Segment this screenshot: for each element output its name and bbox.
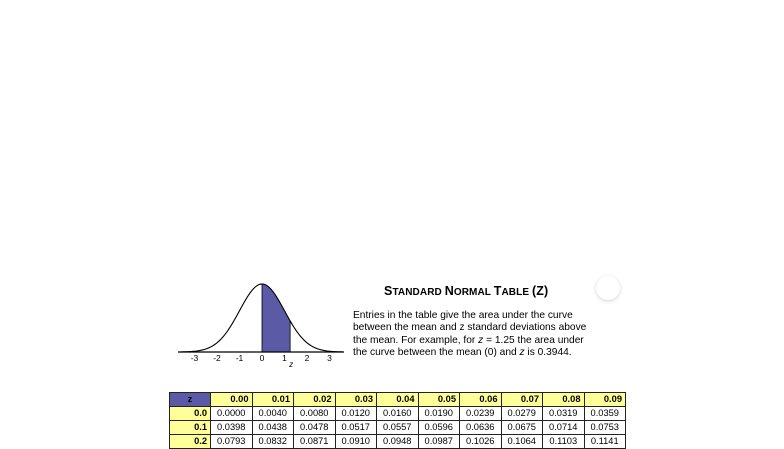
z-table-corner: z [169, 392, 211, 407]
z-table-row-header: 0.1 [169, 420, 211, 435]
z-table-cell: 0.1103 [542, 434, 585, 449]
z-table-column-header: 0.08 [542, 392, 585, 407]
normal-curve-svg: -3 -2 -1 0 1 2 3 z [178, 283, 344, 368]
z-marker-label: z [288, 360, 293, 368]
axis-tick-label: 3 [327, 353, 332, 363]
z-table-cell: 0.0832 [251, 434, 294, 449]
z-table-cell: 0.0910 [334, 434, 377, 449]
z-table-header-row: z 0.00 0.01 0.02 0.03 0.04 0.05 0.06 0.07 0.08 0.… [169, 392, 626, 407]
z-table-cell: 0.0517 [334, 420, 377, 435]
z-table-cell: 0.0557 [376, 420, 419, 435]
z-table-column-header: 0.02 [293, 392, 336, 407]
z-table-cell: 0.0948 [376, 434, 419, 449]
axis-tick-label: -1 [236, 353, 244, 363]
z-table-cell: 0.1026 [459, 434, 502, 449]
z-table-cell: 0.0793 [210, 434, 253, 449]
z-table-column-header: 0.03 [334, 392, 377, 407]
table-description: Entries in the table give the area under… [353, 310, 603, 359]
z-table-row: 0.2 0.0793 0.0832 0.0871 0.0910 0.0948 0.0987 0… [169, 434, 626, 449]
z-table-cell: 0.0987 [417, 434, 460, 449]
z-table-cell: 0.0438 [251, 420, 294, 435]
z-table-column-header: 0.00 [210, 392, 253, 407]
z-table-cell: 0.0000 [210, 406, 253, 421]
axis-tick-label: -3 [191, 353, 199, 363]
z-table-cell: 0.0279 [500, 406, 543, 421]
z-table-row: 0.1 0.0398 0.0438 0.0478 0.0517 0.0557 0.0596 0… [169, 420, 626, 435]
axis-tick-label: 2 [305, 353, 310, 363]
z-table-cell: 0.0040 [251, 406, 294, 421]
axis-tick-label: 1 [282, 353, 287, 363]
z-table-column-header: 0.09 [583, 392, 626, 407]
z-table-row-header: 0.0 [169, 406, 211, 421]
description-line-2: between the mean and z standard deviatio… [353, 322, 587, 334]
z-table-column-header: 0.05 [417, 392, 460, 407]
z-table-cell: 0.0359 [583, 406, 626, 421]
z-table-column-header: 0.06 [459, 392, 502, 407]
z-table-cell: 0.0675 [500, 420, 543, 435]
z-table-row: 0.0 0.0000 0.0040 0.0080 0.0120 0.0160 0.0190 0… [169, 406, 626, 421]
description-line-4: the curve between the mean (0) and z is … [353, 346, 572, 358]
z-table-cell: 0.0871 [293, 434, 336, 449]
z-table-column-header: 0.04 [376, 392, 419, 407]
z-table-cell: 0.0190 [417, 406, 460, 421]
z-table: z 0.00 0.01 0.02 0.03 0.04 0.05 0.06 0.07 0.08 0.… [169, 392, 626, 449]
z-table-row-header: 0.2 [169, 434, 211, 449]
z-table-cell: 0.1141 [583, 434, 626, 449]
z-table-body: 0.0 0.0000 0.0040 0.0080 0.0120 0.0160 0.0190 0… [169, 406, 626, 449]
normal-curve-figure: -3 -2 -1 0 1 2 3 z [176, 278, 346, 368]
z-table-cell: 0.0319 [542, 406, 585, 421]
shaded-area [262, 284, 291, 352]
z-table-cell: 0.1064 [500, 434, 543, 449]
description-line-3: the mean. For example, for z = 1.25 the … [353, 334, 584, 346]
z-table-cell: 0.0753 [583, 420, 626, 435]
description-line-1: Entries in the table give the area under… [353, 310, 573, 321]
z-table-cell: 0.0478 [293, 420, 336, 435]
axis-tick-label: 0 [260, 353, 265, 363]
z-table-cell: 0.0080 [293, 406, 336, 421]
page-title: STANDARD NORMAL TABLE (Z) [384, 284, 549, 298]
z-table-cell: 0.0596 [417, 420, 460, 435]
z-table-cell: 0.0160 [376, 406, 419, 421]
z-table-cell: 0.0239 [459, 406, 502, 421]
z-table-cell: 0.0398 [210, 420, 253, 435]
floating-action-button[interactable] [596, 276, 620, 300]
z-table-cell: 0.0636 [459, 420, 502, 435]
axis-tick-label: -2 [213, 353, 221, 363]
z-table-cell: 0.0120 [334, 406, 377, 421]
z-table-cell: 0.0714 [542, 420, 585, 435]
z-table-column-header: 0.07 [500, 392, 543, 407]
z-table-column-header: 0.01 [251, 392, 294, 407]
